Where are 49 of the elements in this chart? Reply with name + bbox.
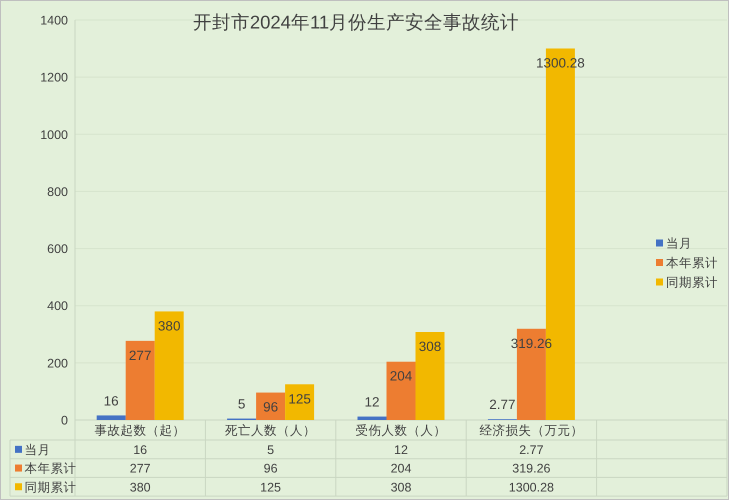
- data-label: 96: [263, 400, 278, 415]
- category-label: 受伤人数（人）: [356, 424, 446, 438]
- data-label: 277: [128, 348, 152, 363]
- data-label: 96: [264, 462, 278, 476]
- y-tick-label: 600: [47, 242, 68, 256]
- data-label: 16: [133, 442, 148, 457]
- bar: [256, 392, 286, 420]
- legend-label: 当月: [666, 236, 692, 250]
- y-tick-label: 1200: [40, 70, 68, 85]
- data-label: 204: [390, 462, 412, 476]
- data-label: 125: [260, 480, 282, 494]
- bar: [154, 311, 184, 420]
- data-label: 5: [238, 396, 246, 412]
- y-tick-label: 800: [47, 184, 68, 199]
- y-tick-label: 0: [61, 414, 68, 428]
- data-label: 319.26: [512, 462, 551, 476]
- bar: [126, 340, 155, 420]
- legend-label: 本年累计: [666, 256, 718, 270]
- data-label: 2.77: [519, 442, 544, 457]
- bar: [386, 362, 416, 420]
- data-label: 5: [267, 442, 274, 457]
- y-tick-label: 1400: [40, 14, 68, 28]
- y-tick-label: 200: [47, 356, 68, 370]
- data-label: 277: [130, 462, 151, 476]
- data-label: 1300.28: [508, 480, 554, 494]
- data-label: 380: [130, 480, 151, 494]
- legend-label: 本年累计: [24, 462, 76, 476]
- bar: [416, 332, 444, 420]
- data-label: 125: [288, 391, 311, 406]
- y-tick-label: 400: [47, 299, 68, 314]
- legend-label: 同期累计: [666, 276, 718, 290]
- data-label: 2.77: [489, 397, 516, 412]
- category-label: 死亡人数（人）: [225, 422, 316, 438]
- chart-title: 开封市2024年11月份生产安全事故统计: [192, 12, 520, 32]
- data-label: 12: [364, 394, 380, 410]
- data-label: 16: [104, 393, 119, 408]
- y-tick-label: 1000: [40, 128, 68, 142]
- data-label: 308: [390, 480, 412, 494]
- category-label: 经济损失（万元）: [479, 424, 584, 438]
- category-label: 事故起数（起）: [94, 424, 186, 438]
- data-label: 380: [158, 318, 180, 334]
- bar: [285, 384, 314, 420]
- legend-label: 同期累计: [24, 480, 76, 494]
- legend-label: 当月: [24, 442, 50, 457]
- bar: [96, 415, 126, 420]
- data-label: 308: [418, 339, 442, 354]
- data-label: 204: [390, 368, 413, 384]
- bar: [358, 416, 386, 420]
- data-label: 12: [394, 442, 408, 457]
